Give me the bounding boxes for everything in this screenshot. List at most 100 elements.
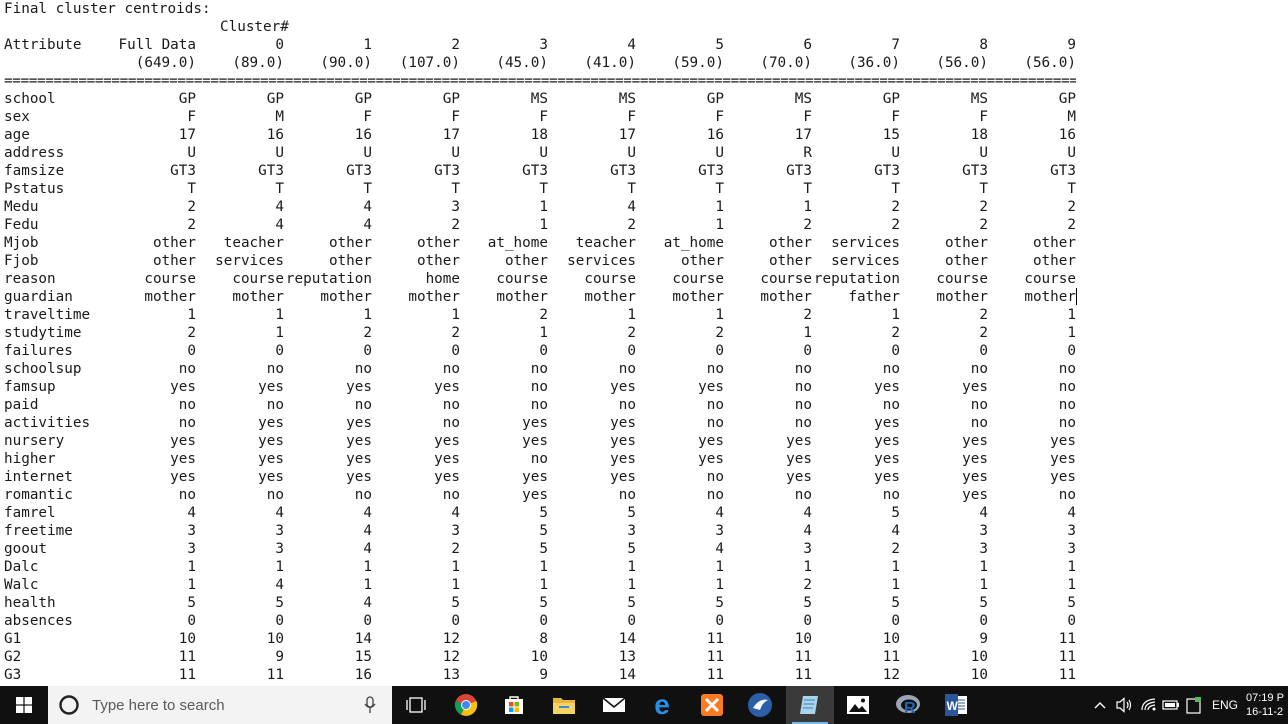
cluster-value: 5: [715, 595, 724, 611]
weka-icon[interactable]: [736, 686, 784, 724]
attribute-name: internet: [4, 469, 73, 485]
attribute-name: higher: [4, 451, 56, 467]
cluster-value: 5: [539, 523, 548, 539]
cluster-value: 0: [627, 613, 636, 629]
cluster-number-0: 0: [275, 37, 284, 53]
cluster-count-1: (90.0): [320, 55, 372, 71]
cluster-value: 3: [451, 199, 460, 215]
cluster-value: 3: [1067, 541, 1076, 557]
cluster-value: yes: [522, 469, 548, 485]
taskbar: Type here to search e: [0, 686, 1288, 724]
notepad-icon[interactable]: [786, 686, 834, 724]
cluster-number-5: 5: [715, 37, 724, 53]
task-view-icon[interactable]: [392, 686, 440, 724]
clock[interactable]: 07:19 P 16-11-2: [1246, 686, 1288, 724]
attribute-name: famrel: [4, 505, 56, 521]
battery-icon[interactable]: [1160, 686, 1182, 724]
full-data-value: no: [178, 361, 196, 377]
full-data-value: no: [178, 397, 196, 413]
cluster-value: GT3: [786, 163, 812, 179]
cluster-value: no: [266, 361, 284, 377]
cluster-value: 16: [354, 127, 372, 143]
cluster-value: teacher: [223, 235, 284, 251]
chrome-icon[interactable]: [442, 686, 490, 724]
cluster-value: 1: [451, 307, 460, 323]
cluster-value: no: [970, 397, 988, 413]
cluster-value: GP: [882, 91, 900, 107]
r-icon[interactable]: R: [884, 686, 932, 724]
cluster-value: 1: [803, 199, 812, 215]
cluster-value: 5: [539, 505, 548, 521]
cluster-value: 0: [979, 613, 988, 629]
mail-icon[interactable]: [590, 686, 638, 724]
attribute-name: age: [4, 127, 30, 143]
cluster-value: GT3: [1050, 163, 1076, 179]
cluster-value: 4: [275, 505, 284, 521]
cluster-value: GP: [442, 91, 460, 107]
table-row: traveltime 1 1 1 1 2 1 1 2 1 2 1: [0, 306, 1288, 324]
cluster-value: 3: [275, 541, 284, 557]
attribute-name: G2: [4, 649, 22, 665]
cluster-value: 2: [539, 307, 548, 323]
attribute-name: activities: [4, 415, 91, 431]
cluster-value: no: [794, 361, 812, 377]
cluster-value: mother: [672, 289, 724, 305]
cluster-value: 5: [1067, 595, 1076, 611]
cluster-value: 5: [451, 595, 460, 611]
cluster-value: U: [1067, 145, 1076, 161]
full-data-value: F: [187, 109, 196, 125]
cluster-value: no: [706, 487, 724, 503]
full-data-value: U: [187, 145, 196, 161]
file-explorer-icon[interactable]: [540, 686, 588, 724]
full-data-value: 2: [187, 325, 196, 341]
cluster-value: course: [584, 271, 636, 287]
attribute-name: address: [4, 145, 65, 161]
wifi-icon[interactable]: [1138, 686, 1160, 724]
start-button[interactable]: [0, 686, 48, 724]
cluster-value: 1: [979, 559, 988, 575]
cluster-value: 0: [451, 613, 460, 629]
store-icon[interactable]: [490, 686, 538, 724]
cluster-value: T: [451, 181, 460, 197]
cluster-value: other: [768, 235, 812, 251]
language-indicator[interactable]: ENG: [1211, 698, 1238, 712]
cluster-value: GT3: [258, 163, 284, 179]
edge-icon[interactable]: e: [654, 689, 670, 720]
attribute-name: school: [4, 91, 56, 107]
cluster-value: 1: [627, 559, 636, 575]
cluster-value: no: [266, 487, 284, 503]
cluster-value: yes: [258, 433, 284, 449]
table-row: romantic no no no no yes no no no no yes no: [0, 486, 1288, 504]
attribute-name: traveltime: [4, 307, 91, 323]
full-data-value: yes: [170, 433, 196, 449]
cluster-value: yes: [258, 451, 284, 467]
search-input[interactable]: Type here to search: [48, 686, 392, 724]
console-output[interactable]: Final cluster centroids: Cluster# Attrib…: [0, 0, 1288, 686]
word-icon[interactable]: W: [932, 686, 980, 724]
cluster-value: 4: [979, 505, 988, 521]
cluster-value: 1: [451, 559, 460, 575]
notification-badge-icon[interactable]: [1183, 686, 1205, 724]
attribute-name: G1: [4, 631, 22, 647]
cluster-value: 2: [803, 217, 812, 233]
cluster-value: yes: [610, 379, 636, 395]
cluster-value: 1: [1067, 307, 1076, 323]
windows-logo-icon: [16, 697, 32, 713]
volume-icon[interactable]: [1112, 686, 1136, 724]
cluster-value: 5: [891, 595, 900, 611]
cluster-value: GT3: [610, 163, 636, 179]
cluster-value: 3: [451, 523, 460, 539]
cluster-value: yes: [786, 433, 812, 449]
xampp-icon[interactable]: [688, 686, 736, 724]
cluster-value: GT3: [346, 163, 372, 179]
cluster-number-9: 9: [1067, 37, 1076, 53]
cluster-value: 4: [363, 199, 372, 215]
table-row: reason course course reputation home course co…: [0, 270, 1288, 288]
full-data-value: 3: [187, 541, 196, 557]
show-hidden-icons-chevron-icon[interactable]: [1090, 686, 1110, 724]
photos-icon[interactable]: [834, 686, 882, 724]
cluster-value: yes: [610, 415, 636, 431]
microphone-icon[interactable]: [364, 696, 376, 714]
cluster-value: 4: [627, 199, 636, 215]
cluster-value: 1: [803, 559, 812, 575]
